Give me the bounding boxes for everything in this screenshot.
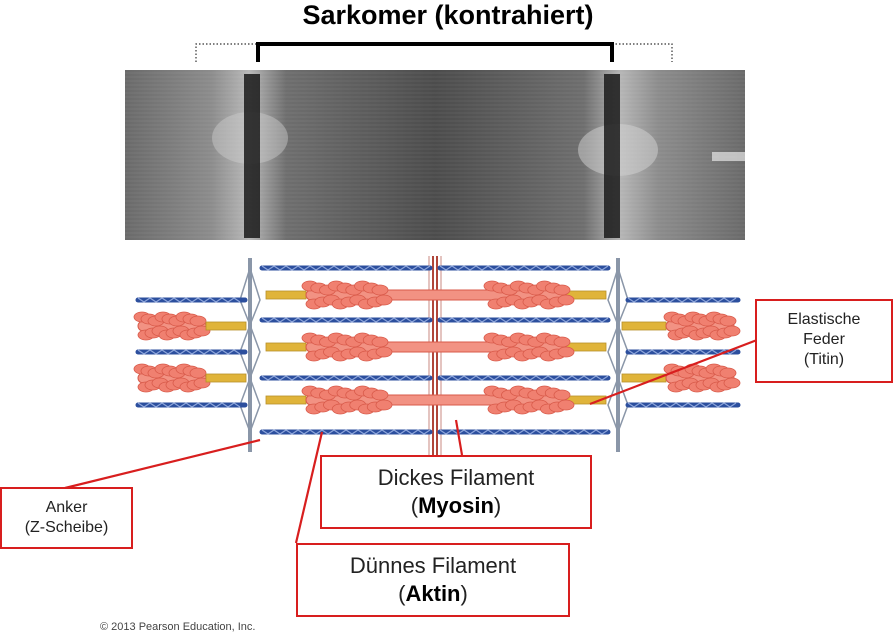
myosin-head [723,325,741,337]
titin-label-line3: (Titin) [803,351,845,368]
actin-filament [627,402,737,408]
myosin-head [557,399,575,411]
actin-filament [439,429,609,435]
thin-filament-label: Dünnes Filament (Aktin) [296,543,570,617]
thin-filament-label-line2: (Aktin) [398,581,468,606]
myosin-term: Myosin [418,493,494,518]
actin-filament [137,402,241,408]
anchor-label: Anker (Z-Scheibe) [0,487,133,549]
myosin-head [189,315,207,327]
myosin-head [557,294,575,306]
actin-filament [261,317,431,323]
myosin-head [189,367,207,379]
sarcomere-bracket [195,42,673,62]
myosin-head [557,346,575,358]
myosin-head [719,315,737,327]
titin-spring [205,321,247,331]
myosin-head [553,389,571,401]
copyright-notice: © 2013 Pearson Education, Inc. [100,621,256,633]
myosin-head [371,284,389,296]
myosin-head [371,336,389,348]
leader-lines [64,338,758,544]
thin-filament-leader [294,431,324,544]
actin-filament [439,265,609,271]
myosin-head [723,377,741,389]
actin-filament [261,375,431,381]
anchor-label-line2: (Z-Scheibe) [24,519,109,536]
titin-label-line2: Feder [803,331,845,348]
z-disc-connector [249,267,261,433]
actin-filament [627,297,737,303]
myosin-head [719,367,737,379]
myosin-head [375,399,393,411]
myosin-head [553,284,571,296]
titin-spring [265,395,307,405]
diagram-title: Sarkomer (kontrahiert) [302,0,594,30]
actin-filament [261,429,431,435]
myosin-head [375,346,393,358]
myosin-head [371,389,389,401]
actin-term: Aktin [405,581,461,606]
actin-filament [137,349,241,355]
actin-filament [261,265,431,271]
actin-filament [137,297,241,303]
titin-spring [205,373,247,383]
thick-filament-label-line2: (Myosin) [410,493,502,518]
actin-filament [439,317,609,323]
myosin-head [375,294,393,306]
titin-spring [265,290,307,300]
anchor-label-line1: Anker [45,499,88,516]
titin-label: Elastische Feder (Titin) [755,299,893,383]
actin-filament [439,375,609,381]
myosin-head [553,336,571,348]
titin-spring [621,321,667,331]
titin-spring [265,342,307,352]
thick-filament-leader [454,419,464,456]
thin-filament-label-line1: Dünnes Filament [349,553,517,578]
titin-leader [589,338,758,406]
filament-schematic [133,256,741,455]
anchor-leader [64,438,261,490]
titin-label-line1: Elastische [787,311,861,328]
thick-filament-label: Dickes Filament (Myosin) [320,455,592,529]
electron-micrograph [125,70,745,240]
thick-filament-label-line1: Dickes Filament [377,465,535,490]
z-disc-connector [607,267,619,433]
